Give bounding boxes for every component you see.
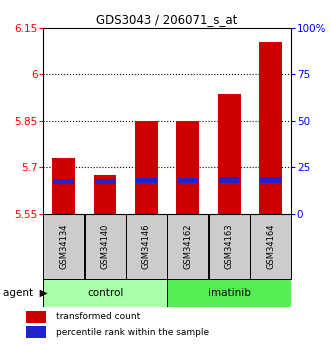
- Bar: [136, 178, 157, 183]
- Text: GSM34134: GSM34134: [59, 224, 68, 269]
- Bar: [218, 95, 241, 214]
- Bar: [26, 310, 46, 323]
- Bar: [94, 175, 117, 214]
- Bar: [43, 214, 84, 279]
- Bar: [167, 214, 208, 279]
- Bar: [259, 41, 282, 214]
- Text: GSM34164: GSM34164: [266, 224, 275, 269]
- Bar: [260, 177, 281, 183]
- Bar: [167, 279, 291, 307]
- Bar: [126, 214, 167, 279]
- Bar: [176, 121, 199, 214]
- Text: control: control: [87, 288, 123, 298]
- Bar: [52, 158, 75, 214]
- Text: percentile rank within the sample: percentile rank within the sample: [56, 328, 210, 337]
- Bar: [26, 326, 46, 338]
- Text: GSM34140: GSM34140: [101, 224, 110, 269]
- Text: GSM34162: GSM34162: [183, 224, 192, 269]
- Bar: [95, 178, 115, 184]
- Bar: [178, 178, 198, 183]
- Bar: [135, 121, 158, 214]
- Title: GDS3043 / 206071_s_at: GDS3043 / 206071_s_at: [96, 13, 238, 27]
- Bar: [250, 214, 291, 279]
- Bar: [43, 279, 167, 307]
- Text: transformed count: transformed count: [56, 312, 141, 321]
- Text: GSM34146: GSM34146: [142, 224, 151, 269]
- Bar: [209, 214, 250, 279]
- Bar: [85, 214, 125, 279]
- Text: GSM34163: GSM34163: [225, 224, 234, 269]
- Text: agent  ▶: agent ▶: [3, 288, 48, 298]
- Bar: [54, 178, 74, 184]
- Text: imatinib: imatinib: [208, 288, 251, 298]
- Bar: [219, 177, 239, 183]
